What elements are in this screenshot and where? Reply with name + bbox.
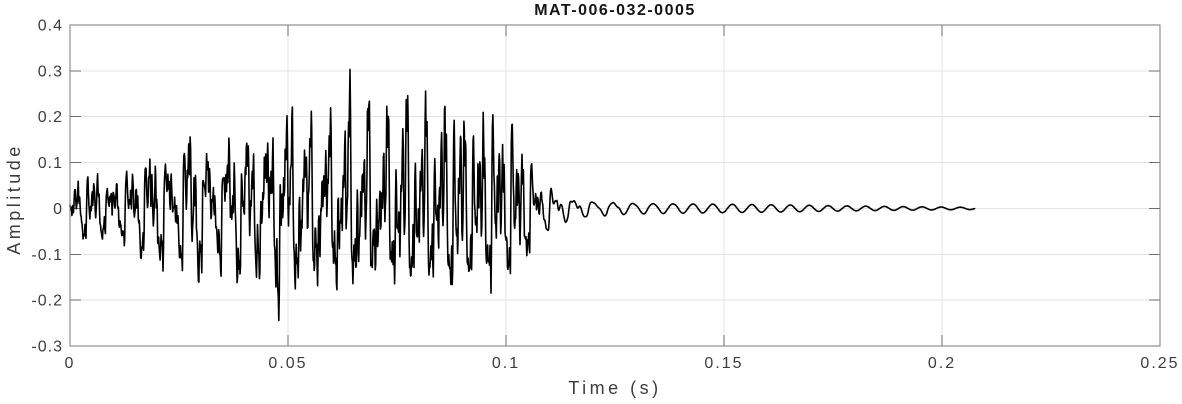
x-tick-label: 0.2 bbox=[928, 355, 956, 372]
axes-frame bbox=[69, 24, 1161, 347]
y-tick-label: 0.2 bbox=[38, 109, 63, 126]
y-tick-label: 0.3 bbox=[38, 63, 63, 80]
y-tick-label: 0 bbox=[53, 201, 63, 218]
x-tick-label: 0.25 bbox=[1140, 355, 1179, 372]
x-tick-label: 0 bbox=[65, 355, 76, 372]
y-tick-label: -0.3 bbox=[31, 339, 63, 356]
plot-title: MAT-006-032-0005 bbox=[534, 2, 696, 19]
y-tick-label: -0.1 bbox=[31, 247, 63, 264]
y-tick-label: 0.1 bbox=[38, 155, 63, 172]
y-tick-label: -0.2 bbox=[31, 293, 63, 310]
x-tick-label: 0.05 bbox=[268, 355, 307, 372]
waveform-trace bbox=[69, 68, 976, 322]
x-tick-label: 0.15 bbox=[704, 355, 743, 372]
x-axis-label: Time (s) bbox=[568, 378, 662, 398]
y-axis-label: Amplitude bbox=[4, 143, 24, 255]
x-tick-label: 0.1 bbox=[492, 355, 520, 372]
y-tick-label: 0.4 bbox=[38, 18, 63, 35]
